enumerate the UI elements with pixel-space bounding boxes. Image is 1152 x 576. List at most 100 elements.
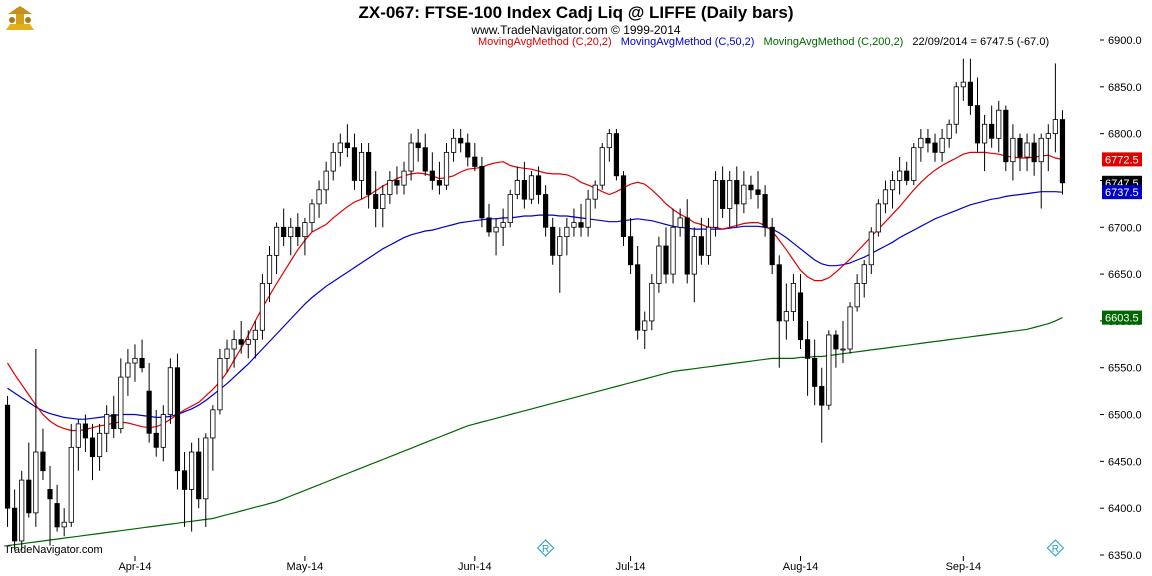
chart-title: ZX-067: FTSE-100 Index Cadj Liq @ LIFFE … [358, 3, 794, 22]
candle [104, 405, 110, 452]
candle [323, 161, 329, 204]
candle [458, 128, 464, 153]
candle [68, 423, 74, 527]
candle [19, 470, 25, 551]
candle-body [373, 194, 379, 209]
candle [366, 143, 372, 209]
candle [606, 128, 612, 162]
candle [309, 199, 315, 232]
candle [734, 166, 740, 228]
candle [698, 217, 704, 265]
candle-body [422, 147, 428, 172]
candle-body [989, 123, 995, 139]
candle-body [514, 180, 520, 195]
candle [436, 161, 443, 195]
candle [238, 320, 244, 354]
candle-body [684, 217, 690, 275]
candle-body [224, 348, 230, 359]
candle-body [132, 357, 138, 364]
candle-body [217, 357, 223, 411]
candle [981, 114, 988, 172]
candle-body [748, 184, 754, 191]
candle-body [19, 479, 25, 542]
candle-body [443, 151, 450, 186]
candle [358, 143, 365, 200]
candle [259, 274, 266, 340]
candle [904, 161, 910, 186]
candle [316, 180, 322, 218]
candle-body [465, 142, 471, 158]
candle-body [153, 432, 159, 448]
candle [840, 320, 846, 364]
candle-body [727, 180, 733, 209]
candle [918, 128, 924, 162]
candle-body [26, 479, 32, 514]
candle-body [40, 451, 46, 472]
candle-body [606, 133, 612, 149]
candle [960, 58, 966, 101]
candle-body [854, 283, 860, 308]
candle-body [847, 306, 853, 350]
candle [769, 217, 775, 275]
candle [252, 320, 258, 359]
candle-body [812, 357, 818, 387]
candle [578, 203, 584, 237]
candle [82, 414, 89, 452]
candle-body [528, 175, 535, 200]
trade-navigator-logo-icon [6, 6, 34, 30]
y-tick-label: 6650.0 [1108, 269, 1142, 281]
candle-body [118, 376, 124, 429]
candle-body [351, 147, 358, 181]
candle [429, 152, 435, 190]
candle [528, 171, 535, 204]
y-tick-label: 6550.0 [1108, 363, 1142, 375]
candle-body [953, 86, 959, 125]
chart-subtitle: www.TradeNavigator.com © 1999-2014 [471, 23, 681, 37]
y-tick-label: 6450.0 [1108, 456, 1142, 468]
candle [380, 185, 386, 228]
price-tag-box [1102, 152, 1142, 167]
candle [125, 349, 131, 396]
candle-body [1059, 119, 1066, 184]
candle [776, 255, 782, 368]
candle [75, 419, 81, 471]
candle [181, 452, 188, 527]
candle [833, 330, 839, 368]
candle-body [358, 151, 365, 181]
candle [705, 217, 712, 265]
y-tick-label: 6800.0 [1108, 129, 1142, 141]
candle-body [762, 194, 768, 228]
candle [486, 203, 492, 237]
candle [967, 58, 974, 115]
candle-body [613, 133, 620, 177]
price-tag: 6603.5 [1102, 310, 1142, 325]
candle [875, 199, 881, 237]
candle-body [401, 170, 407, 186]
candle [401, 161, 407, 195]
candle [635, 246, 641, 340]
candle-body [557, 236, 563, 256]
candle-body [302, 222, 308, 238]
candle [748, 175, 754, 200]
candle-body [68, 446, 74, 523]
candle [585, 189, 591, 237]
candle [472, 143, 478, 172]
legend-ma20: MovingAvgMethod (C,20,2) [478, 36, 612, 48]
candle [911, 143, 917, 186]
candle [613, 128, 620, 181]
candle-body [111, 414, 117, 429]
candle [153, 409, 159, 457]
x-tick-label: Aug-14 [783, 561, 818, 573]
ma50-line-path [7, 191, 1063, 420]
candle-body [139, 357, 145, 369]
candle-body [627, 236, 634, 266]
candle [203, 433, 209, 527]
candle [47, 466, 53, 546]
ma200-line [7, 317, 1063, 547]
candle [819, 367, 825, 443]
candle [394, 166, 400, 195]
candle-body [210, 409, 216, 439]
candle-body [330, 151, 336, 172]
candle-body [550, 226, 556, 256]
candle [868, 227, 874, 275]
